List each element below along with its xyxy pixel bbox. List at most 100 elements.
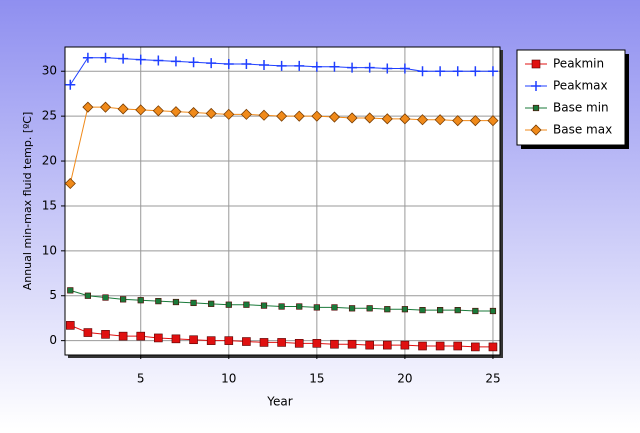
marker [120, 296, 127, 303]
marker [470, 66, 481, 77]
marker [330, 339, 339, 349]
series [65, 52, 498, 90]
marker [99, 101, 112, 113]
marker [100, 52, 111, 63]
marker [83, 328, 93, 337]
marker [347, 62, 358, 73]
marker [259, 338, 269, 347]
marker [189, 335, 198, 345]
marker [206, 336, 216, 345]
marker [347, 339, 357, 349]
marker [205, 107, 217, 120]
marker [400, 340, 410, 350]
marker [223, 108, 235, 120]
legend-label: Peakmax [553, 79, 608, 93]
marker [419, 307, 426, 314]
y-tick-label: 15 [42, 198, 57, 212]
marker [135, 54, 146, 65]
x-tick-label: 20 [397, 372, 412, 386]
y-tick-label: 5 [49, 288, 57, 302]
marker [435, 66, 446, 77]
marker [170, 106, 182, 118]
marker [224, 336, 234, 345]
marker [469, 115, 481, 127]
marker [384, 306, 391, 313]
x-axis-label: Year [266, 395, 292, 409]
marker [329, 61, 340, 72]
marker [240, 108, 252, 120]
marker [258, 109, 270, 121]
marker [206, 58, 217, 69]
marker [276, 60, 287, 71]
marker [313, 304, 320, 311]
marker [331, 304, 338, 311]
marker [418, 341, 427, 351]
marker [471, 342, 480, 352]
marker [487, 66, 498, 77]
marker [152, 105, 164, 117]
marker [382, 340, 392, 350]
marker [243, 301, 250, 308]
series [64, 101, 499, 190]
marker [401, 306, 408, 313]
marker [225, 301, 232, 308]
plot-border [64, 46, 501, 356]
marker [294, 339, 304, 348]
marker [399, 63, 410, 74]
marker [278, 303, 285, 310]
legend-label: Base min [553, 101, 609, 115]
marker [366, 305, 373, 312]
marker [101, 330, 110, 339]
marker [64, 177, 76, 190]
marker [65, 79, 76, 90]
marker [188, 57, 199, 68]
marker [137, 297, 144, 304]
y-tick-label: 25 [42, 109, 57, 123]
marker [136, 331, 146, 341]
marker [487, 115, 499, 127]
marker [172, 298, 180, 306]
marker [223, 59, 234, 70]
marker [453, 341, 463, 351]
marker [365, 340, 374, 350]
marker [260, 302, 268, 309]
marker [118, 53, 129, 64]
marker [187, 106, 200, 119]
marker [208, 300, 215, 307]
marker [102, 294, 109, 301]
marker [312, 339, 322, 348]
y-axis-label: Annual min-max fluid temp. [ºC] [21, 112, 34, 291]
y-tick-label: 30 [42, 64, 57, 78]
marker [437, 307, 444, 314]
marker [118, 331, 128, 341]
series [67, 287, 497, 315]
marker [452, 66, 463, 77]
marker [416, 114, 429, 126]
marker [530, 124, 542, 136]
marker [311, 61, 322, 72]
marker [472, 307, 479, 315]
marker [171, 334, 181, 344]
marker [82, 52, 93, 63]
marker [399, 113, 411, 125]
marker [135, 104, 147, 116]
marker [154, 333, 163, 343]
marker [531, 81, 541, 91]
y-tick-label: 0 [49, 333, 57, 347]
marker [117, 103, 129, 115]
marker [532, 104, 540, 112]
marker [242, 337, 251, 346]
y-tick-label: 10 [42, 243, 57, 257]
legend-label: Base max [553, 123, 612, 137]
marker [153, 55, 164, 66]
marker [346, 112, 358, 124]
marker [328, 111, 341, 123]
marker [531, 59, 541, 69]
marker [294, 60, 305, 71]
marker [488, 342, 498, 352]
marker [241, 59, 252, 70]
marker [276, 110, 288, 122]
marker [364, 112, 376, 124]
